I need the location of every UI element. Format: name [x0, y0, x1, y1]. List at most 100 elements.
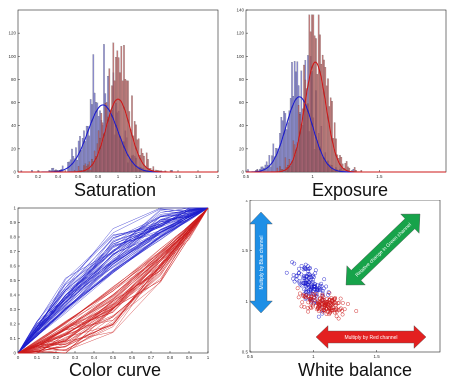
- blue-histogram-bar: [291, 62, 293, 173]
- blue-curve: [17, 207, 209, 354]
- blue-channel-arrow-shape: [249, 211, 273, 314]
- blue-histogram-bar: [277, 150, 280, 173]
- red-histogram-bar: [305, 88, 308, 173]
- red-curve: [17, 207, 209, 354]
- red-curve: [17, 207, 209, 354]
- y-tick-label: 0.2: [10, 322, 17, 327]
- x-tick-label: 0.4: [55, 174, 62, 179]
- y-tick-label: 0.8: [10, 235, 17, 240]
- red-channel-arrow-shape: [315, 325, 427, 349]
- red-curve: [17, 207, 209, 354]
- x-tick-label: 0.8: [95, 174, 102, 179]
- red-curve: [17, 207, 209, 354]
- x-tick-label: 0.6: [75, 174, 82, 179]
- blue-curve: [17, 207, 209, 354]
- x-tick-label: 0: [17, 174, 20, 179]
- red-curve: [17, 207, 209, 354]
- y-tick-label: 0: [13, 351, 16, 356]
- axes-frame: [249, 200, 441, 353]
- red-histogram-bar: [308, 14, 311, 173]
- blue-point: [291, 273, 296, 277]
- red-point: [305, 306, 310, 310]
- red-histogram-bar: [121, 80, 124, 173]
- blue-point: [302, 265, 307, 270]
- red-point: [334, 314, 339, 319]
- red-curve: [17, 207, 209, 354]
- red-point: [307, 296, 312, 301]
- red-histogram-bar: [293, 144, 296, 173]
- blue-point: [297, 279, 302, 284]
- red-curve: [17, 207, 209, 354]
- y-tick-label: 2: [245, 200, 248, 203]
- blue-point: [294, 273, 299, 278]
- blue-point: [303, 280, 308, 285]
- red-point: [301, 293, 306, 297]
- x-tick-label: 1.5: [374, 354, 381, 359]
- blue-point: [284, 270, 289, 275]
- blue-point: [292, 279, 297, 284]
- red-fit-curve: [246, 61, 446, 173]
- red-point: [324, 301, 329, 306]
- red-point: [327, 291, 332, 295]
- red-histogram-bar: [120, 46, 123, 173]
- red-histogram-bar: [303, 64, 305, 173]
- red-histogram-bar: [113, 80, 116, 173]
- blue-curve: [17, 207, 209, 354]
- blue-curve: [17, 207, 209, 354]
- red-point: [326, 304, 331, 309]
- blue-point: [315, 283, 320, 288]
- x-tick-label: 2: [217, 174, 220, 179]
- red-curve: [17, 207, 209, 354]
- red-curve: [17, 207, 209, 354]
- red-point: [338, 296, 343, 301]
- red-histogram-bar: [105, 102, 108, 173]
- red-point: [309, 301, 314, 306]
- x-tick-label: 0.5: [243, 174, 250, 179]
- blue-point: [304, 288, 309, 293]
- blue-point: [302, 274, 307, 278]
- blue-curve: [17, 207, 208, 354]
- red-point: [327, 297, 332, 302]
- blue-curve: [17, 207, 209, 354]
- y-tick-label: 100: [8, 54, 16, 59]
- blue-histogram-bar: [285, 129, 288, 173]
- blue-curve: [17, 207, 209, 354]
- blue-point: [313, 271, 318, 276]
- blue-point: [320, 291, 325, 296]
- red-curve: [17, 207, 209, 354]
- red-histogram-bar: [112, 42, 115, 173]
- y-tick-label: 100: [236, 54, 244, 59]
- red-curve: [17, 207, 209, 354]
- blue-point: [320, 288, 325, 293]
- blue-channel-arrow-label: Multiply by Blue channel: [259, 236, 265, 290]
- red-curve: [17, 207, 209, 354]
- red-histogram-bar: [324, 67, 327, 173]
- y-tick-label: 60: [239, 100, 245, 105]
- color-curve-caption: Color curve: [68, 360, 162, 380]
- red-point: [312, 292, 316, 297]
- red-point: [336, 316, 341, 321]
- blue-histogram-bar: [269, 166, 272, 173]
- red-point: [333, 303, 338, 308]
- blue-histogram-bar: [92, 54, 95, 173]
- blue-histogram-bar: [89, 99, 92, 173]
- blue-curve: [17, 207, 208, 354]
- x-tick-label: 1.2: [135, 174, 142, 179]
- red-point: [319, 301, 324, 306]
- x-tick-label: 1: [117, 174, 120, 179]
- red-curve: [17, 207, 209, 354]
- y-tick-label: 140: [236, 8, 244, 13]
- blue-curve: [17, 207, 209, 354]
- red-histogram-bar: [284, 157, 287, 173]
- red-histogram-bar: [295, 152, 297, 173]
- red-histogram-bar: [300, 124, 303, 173]
- blue-point: [307, 266, 312, 271]
- blue-histogram-bar: [281, 120, 284, 173]
- y-tick-label: 0.5: [10, 278, 17, 283]
- blue-curve: [17, 207, 209, 354]
- blue-point: [299, 264, 304, 268]
- red-curve: [17, 207, 209, 354]
- red-curve: [17, 207, 209, 354]
- y-tick-label: 0.4: [10, 293, 17, 298]
- red-histogram-bar: [327, 78, 329, 173]
